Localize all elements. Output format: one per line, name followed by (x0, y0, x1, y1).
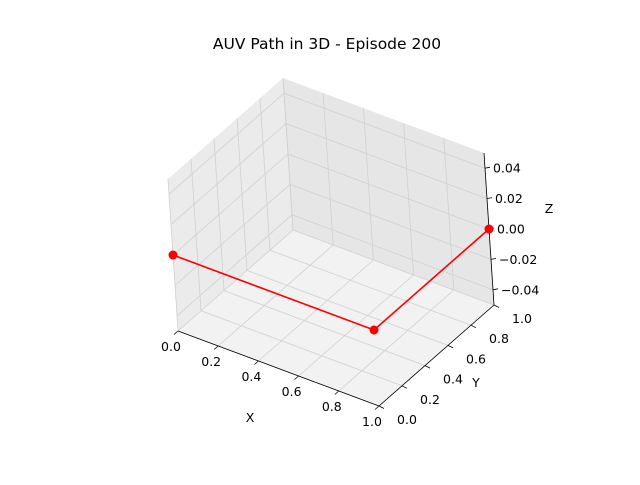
back-gridline-z (289, 184, 492, 260)
left-gridline-z (170, 123, 287, 225)
z-ticks: −0.04 −0.02 0.00 0.02 0.04 (484, 161, 539, 297)
back-gridline-z (291, 214, 494, 291)
series-point (484, 224, 494, 234)
y-tick-mark (447, 345, 454, 349)
back-gridline-z (285, 123, 488, 199)
z-tick-mark (486, 197, 493, 199)
floor-gridline-x (298, 274, 414, 377)
back-gridline-z (287, 153, 490, 230)
y-tick-label: 0.4 (443, 372, 463, 387)
floor-gridline-x (258, 259, 374, 362)
x-tick-mark (254, 360, 259, 365)
y-tick-label: 0.2 (420, 392, 440, 407)
z-tick-label: 0.00 (497, 222, 525, 237)
z-tick-mark (490, 258, 497, 260)
left-gridline-z (176, 214, 293, 317)
z-tick-label: −0.02 (499, 252, 537, 267)
x-tick-label: 1.0 (362, 414, 382, 429)
z-tick-label: 0.02 (495, 191, 523, 206)
left-gridline-z (174, 184, 291, 286)
y-ticks: 0.00.20.40.60.81.0 (378, 304, 532, 427)
series-path (168, 224, 494, 335)
z-tick-mark (492, 288, 499, 291)
floor-gridline-y (200, 310, 403, 387)
floor-gridline-x (217, 244, 334, 347)
left-gridline-z (172, 153, 289, 256)
y-tick-mark (470, 324, 477, 329)
x-tick-mark (213, 345, 219, 350)
series-point (168, 250, 178, 260)
x-tick-label: 0.8 (322, 399, 342, 414)
floor-gridline-y (292, 229, 495, 306)
x-tick-label: 0.2 (201, 354, 221, 369)
y-tick-mark (401, 385, 408, 389)
x-tick-mark (334, 390, 340, 395)
x-tick-label: 0.0 (161, 339, 181, 354)
chart-title: AUV Path in 3D - Episode 200 (213, 35, 441, 53)
y-tick-label: 0.8 (489, 331, 509, 346)
y-tick-mark (378, 405, 385, 409)
y-tick-label: 1.0 (512, 311, 532, 326)
x-axis-label: X (246, 410, 255, 425)
x-tick-mark (173, 330, 179, 335)
floor-gridline-y (246, 270, 449, 346)
floor-gridline-y (223, 290, 426, 366)
floor-gridline-x (177, 229, 294, 332)
y-tick-mark (424, 365, 431, 369)
x-tick-label: 0.6 (282, 384, 302, 399)
x-tick-mark (374, 405, 380, 410)
z-tick-mark (484, 166, 491, 169)
left-gridline-z (168, 92, 285, 195)
y-tick-label: 0.0 (397, 412, 417, 427)
x-tick-mark (294, 375, 299, 380)
series-point (369, 325, 379, 335)
z-tick-label: 0.04 (493, 161, 521, 176)
back-gridline-z (283, 92, 486, 169)
y-tick-mark (493, 304, 500, 308)
y-tick-label: 0.6 (466, 351, 486, 366)
x-axis-line (177, 330, 380, 407)
z-axis-label: Z (545, 201, 554, 216)
x-tick-label: 0.4 (241, 369, 261, 384)
z-tick-label: −0.04 (501, 282, 539, 297)
y-axis-label: Y (471, 375, 480, 390)
floor-gridline-y (269, 249, 472, 326)
x-ticks: 0.0 0.2 0.4 0.6 0.8 1.0 (161, 330, 382, 429)
floor-gridline-x (338, 289, 455, 392)
y-axis-line (378, 304, 495, 407)
